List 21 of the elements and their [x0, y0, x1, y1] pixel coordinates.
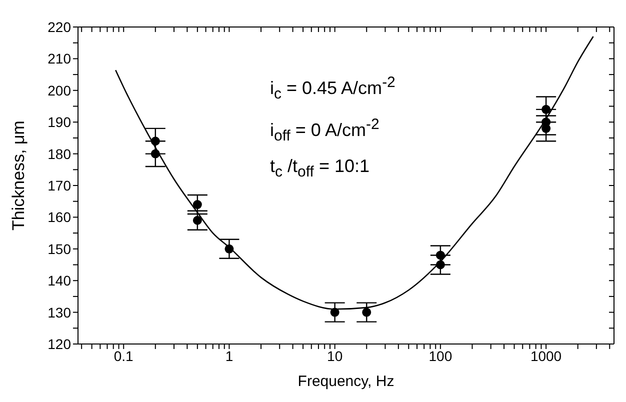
y-tick-label: 180 — [48, 146, 72, 162]
y-tick-label: 160 — [48, 209, 72, 226]
y-tick-label: 220 — [48, 18, 72, 35]
y-tick-label: 120 — [48, 336, 72, 352]
y-axis-title: Thickness, μm — [9, 120, 28, 230]
annotation: i$_{c}$ = 0.45 A/cm$^{-2}$ — [270, 73, 396, 105]
y-tick-label: 140 — [48, 272, 72, 289]
x-tick-label: 1 — [225, 348, 234, 364]
y-tick-label: 190 — [48, 114, 72, 130]
x-tick-label: 10 — [327, 348, 343, 364]
y-tick-label: 210 — [48, 50, 72, 67]
x-tick-label: 100 — [428, 348, 452, 364]
annotation: i$_{off}$ = 0 A/cm$^{-2}$ — [270, 114, 380, 146]
annotation: t$_{c}$ /t$_{off}$ = 10:1 — [270, 155, 370, 183]
y-tick-label: 130 — [48, 304, 72, 320]
x-tick-label: 0.1 — [114, 348, 134, 364]
x-tick-label: 1000 — [530, 348, 562, 364]
y-tick-label: 170 — [48, 177, 72, 194]
y-tick-label: 200 — [48, 82, 72, 98]
y-tick-label: 150 — [48, 240, 72, 257]
x-axis-title: Frequency, Hz — [298, 373, 394, 390]
